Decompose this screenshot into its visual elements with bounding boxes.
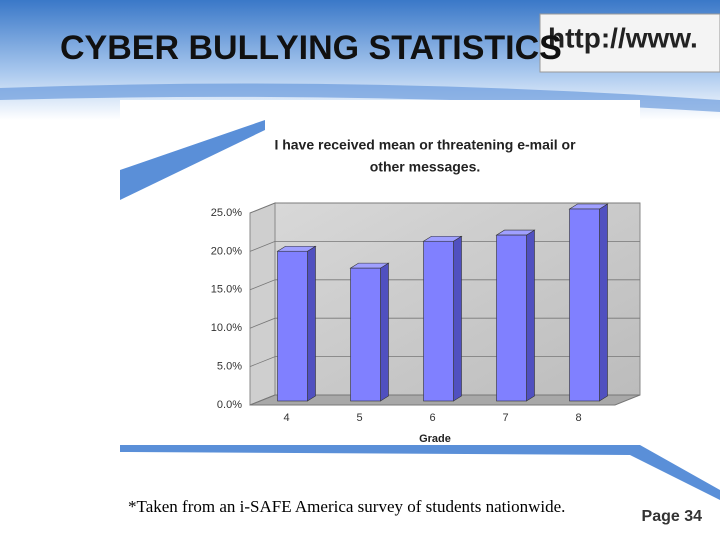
bar bbox=[277, 250, 308, 402]
left-swoosh bbox=[120, 120, 265, 200]
bar bbox=[423, 240, 454, 402]
slide-title: CYBER BULLYING STATISTICS bbox=[60, 29, 562, 67]
y-tick-label: 5.0% bbox=[217, 361, 242, 373]
grid-line bbox=[249, 202, 640, 214]
y-tick-label: 25.0% bbox=[211, 207, 242, 219]
y-tick-label: 10.0% bbox=[211, 322, 242, 334]
y-tick-label: 15.0% bbox=[211, 284, 242, 296]
logo-text: http://www. bbox=[548, 22, 698, 53]
bar bbox=[350, 267, 381, 402]
bar-side bbox=[453, 235, 462, 402]
x-axis-label: Grade bbox=[419, 433, 451, 445]
y-tick-label: 20.0% bbox=[211, 245, 242, 257]
header-swoosh bbox=[0, 83, 720, 112]
side-wall bbox=[249, 202, 276, 406]
x-tick-label: 7 bbox=[502, 412, 508, 424]
logo-box bbox=[539, 13, 720, 73]
x-tick-label: 4 bbox=[283, 412, 289, 424]
bottom-swoosh bbox=[120, 445, 720, 500]
page-number: Page 34 bbox=[642, 508, 703, 525]
y-tick-label: 0.0% bbox=[217, 399, 242, 411]
bar-side bbox=[380, 262, 389, 402]
bar bbox=[569, 208, 600, 402]
bar-side bbox=[526, 229, 535, 402]
footnote: *Taken from an i-SAFE America survey of … bbox=[128, 497, 565, 516]
bar-side bbox=[307, 245, 316, 402]
x-tick-label: 8 bbox=[575, 412, 581, 424]
chart-title: other messages. bbox=[370, 159, 481, 175]
bar-side bbox=[599, 203, 608, 402]
chart-title: I have received mean or threatening e-ma… bbox=[274, 137, 576, 153]
bar bbox=[496, 234, 527, 402]
x-tick-label: 6 bbox=[429, 412, 435, 424]
x-tick-label: 5 bbox=[356, 412, 362, 424]
